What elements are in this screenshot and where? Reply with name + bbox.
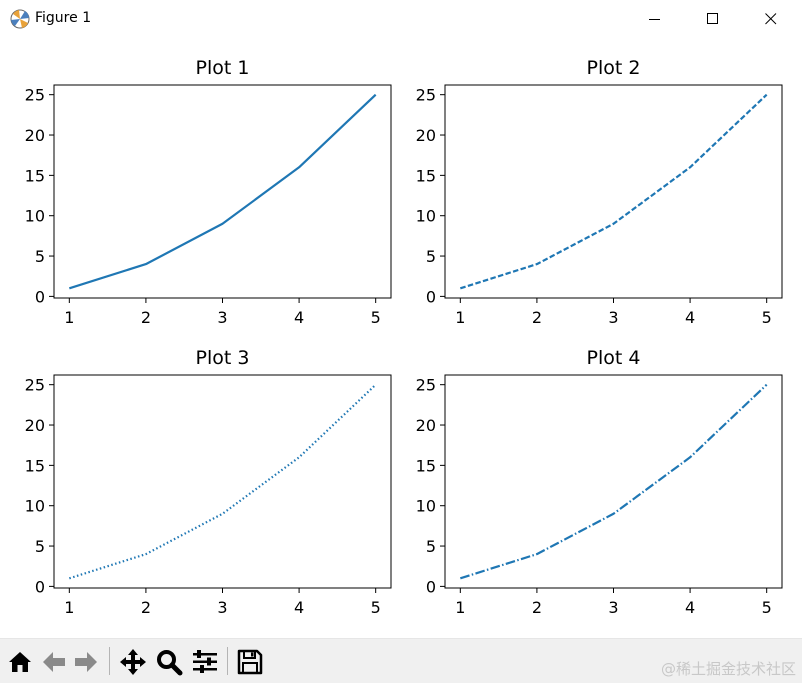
magnifier-icon: [157, 650, 183, 676]
back-button[interactable]: [38, 646, 70, 678]
subplot-title: Plot 3: [196, 347, 250, 369]
y-tick-label: 15: [25, 166, 45, 185]
y-tick-label: 15: [25, 456, 45, 475]
axes-frame: [53, 374, 392, 589]
x-tick-label: 1: [64, 308, 74, 327]
y-tick-label: 5: [35, 537, 45, 556]
title-bar: Figure 1: [0, 0, 802, 38]
x-tick-label: 5: [762, 308, 772, 327]
x-tick-label: 1: [455, 598, 465, 617]
close-button[interactable]: [742, 0, 800, 38]
toolbar-separator: [227, 647, 228, 675]
maximize-icon: [707, 13, 718, 24]
x-tick-label: 4: [685, 308, 695, 327]
y-tick-label: 25: [416, 376, 436, 395]
y-tick-label: 5: [426, 247, 436, 266]
y-tick-label: 15: [416, 166, 436, 185]
y-tick-label: 10: [416, 497, 436, 516]
subplot-1: Plot 1 1 2 3 4 5 0 5 10 15 20 25: [25, 57, 392, 327]
x-tick-label: 4: [294, 598, 304, 617]
x-tick-label: 2: [141, 598, 151, 617]
series-line: [459, 93, 768, 290]
maximize-button[interactable]: [684, 0, 742, 38]
forward-arrow-icon: [75, 652, 97, 672]
subplot-title: Plot 4: [587, 347, 641, 369]
y-tick-label: 20: [416, 416, 436, 435]
series-line: [459, 383, 768, 580]
x-tick-label: 1: [455, 308, 465, 327]
minimize-icon: [649, 19, 660, 20]
home-icon: [9, 652, 31, 672]
forward-button[interactable]: [70, 646, 102, 678]
matplotlib-logo-icon: [10, 9, 30, 29]
x-tick-label: 3: [608, 308, 618, 327]
subplot-title: Plot 2: [587, 57, 641, 79]
x-tick-label: 3: [217, 598, 227, 617]
x-tick-label: 2: [532, 308, 542, 327]
x-tick-label: 4: [685, 598, 695, 617]
subplot-title: Plot 1: [196, 57, 250, 79]
x-tick-label: 2: [532, 598, 542, 617]
navigation-toolbar: @稀土掘金技术社区: [0, 638, 802, 683]
x-tick-label: 5: [762, 598, 772, 617]
save-button[interactable]: [234, 646, 266, 678]
subplot-2: Plot 2 1 2 3 4 5 0 5 10 15 20 25: [416, 57, 783, 327]
axes-frame: [444, 84, 783, 299]
series-line: [68, 93, 377, 290]
close-icon: [765, 13, 777, 25]
y-tick-label: 20: [25, 416, 45, 435]
x-tick-label: 3: [217, 308, 227, 327]
y-tick-label: 5: [426, 537, 436, 556]
floppy-disk-icon: [237, 649, 263, 675]
x-tick-label: 4: [294, 308, 304, 327]
zoom-button[interactable]: [153, 646, 185, 678]
sliders-icon: [193, 650, 217, 673]
series-line: [68, 383, 377, 580]
y-tick-label: 10: [416, 207, 436, 226]
y-tick-label: 0: [426, 577, 436, 596]
toolbar-separator: [109, 647, 110, 675]
back-arrow-icon: [43, 652, 65, 672]
y-tick-label: 25: [25, 376, 45, 395]
y-tick-label: 25: [25, 86, 45, 105]
axes-frame: [444, 374, 783, 589]
y-tick-label: 25: [416, 86, 436, 105]
x-tick-label: 1: [64, 598, 74, 617]
subplot-4: Plot 4 1 2 3 4 5 0 5 10 15 20 25: [416, 347, 783, 617]
home-button[interactable]: [4, 646, 36, 678]
x-tick-label: 3: [608, 598, 618, 617]
y-tick-label: 10: [25, 207, 45, 226]
y-tick-label: 0: [426, 287, 436, 306]
figure-canvas[interactable]: Plot 1 1 2 3 4 5 0 5 10 15 20 25 Plot 2 1 2 3 4 5 0 5 10 15 20…: [0, 38, 802, 638]
y-tick-label: 5: [35, 247, 45, 266]
move-arrows-icon: [120, 649, 146, 675]
y-tick-label: 15: [416, 456, 436, 475]
pan-button[interactable]: [117, 646, 149, 678]
y-tick-label: 0: [35, 577, 45, 596]
y-tick-label: 0: [35, 287, 45, 306]
axes-frame: [53, 84, 392, 299]
subplot-3: Plot 3 1 2 3 4 5 0 5 10 15 20 25: [25, 347, 392, 617]
configure-subplots-button[interactable]: [189, 646, 221, 678]
x-tick-label: 5: [371, 598, 381, 617]
minimize-button[interactable]: [626, 0, 684, 38]
y-tick-label: 10: [25, 497, 45, 516]
watermark-text: @稀土掘金技术社区: [660, 660, 796, 678]
y-tick-label: 20: [416, 126, 436, 145]
x-tick-label: 2: [141, 308, 151, 327]
y-tick-label: 20: [25, 126, 45, 145]
x-tick-label: 5: [371, 308, 381, 327]
window-title: Figure 1: [35, 10, 92, 26]
